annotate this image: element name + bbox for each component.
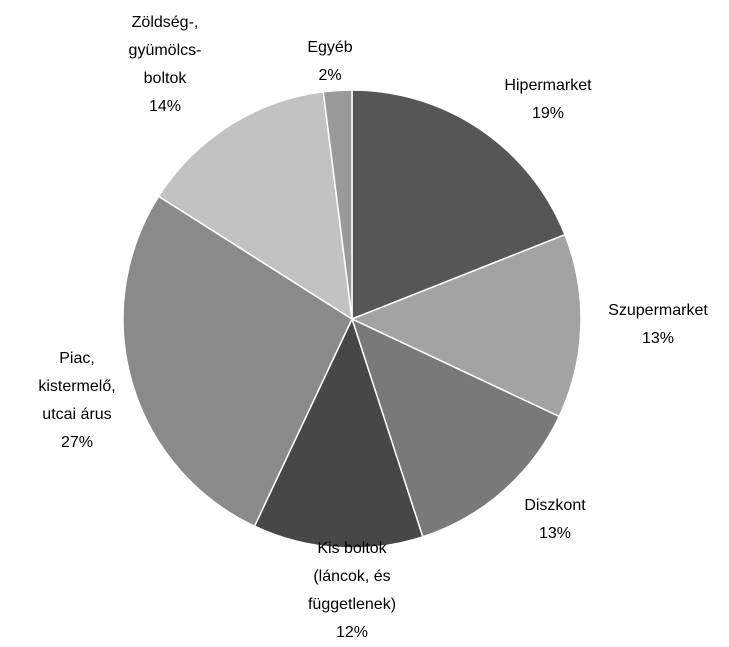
- pie-slice: [157, 90, 353, 321]
- category-label: Piac, kistermelő, utcai árus: [38, 350, 116, 423]
- pie-slice: [350, 233, 582, 418]
- value-label: 19%: [531, 105, 565, 122]
- slice-label: Kis boltok (láncok, és függetlenek) 12%: [308, 535, 396, 647]
- pie-slice: [322, 89, 353, 320]
- pie-slice: [122, 195, 353, 528]
- value-label: 12%: [335, 624, 369, 641]
- category-label: Zöldség-, gyümölcs- boltok: [128, 14, 202, 87]
- category-label: Diszkont: [524, 497, 586, 514]
- pie-slice: [253, 316, 424, 549]
- value-label: 13%: [538, 525, 572, 542]
- pie-slice: [351, 89, 566, 321]
- slice-label: Piac, kistermelő, utcai árus 27%: [38, 345, 115, 457]
- slice-label: Szupermarket 13%: [608, 297, 708, 353]
- slice-label: Egyéb 2%: [307, 34, 352, 90]
- pie-slice: [350, 317, 561, 538]
- category-label: Kis boltok (láncok, és függetlenek): [307, 540, 397, 613]
- category-label: Hipermarket: [504, 77, 592, 94]
- slice-label: Diszkont 13%: [524, 492, 585, 548]
- value-label: 27%: [60, 434, 94, 451]
- value-label: 14%: [148, 98, 182, 115]
- value-label: 13%: [641, 330, 675, 347]
- category-label: Szupermarket: [608, 302, 708, 319]
- value-label: 2%: [318, 67, 342, 84]
- category-label: Egyéb: [307, 39, 353, 56]
- slice-label: Hipermarket 19%: [504, 72, 591, 128]
- slice-label: Zöldség-, gyümölcs- boltok 14%: [129, 9, 202, 121]
